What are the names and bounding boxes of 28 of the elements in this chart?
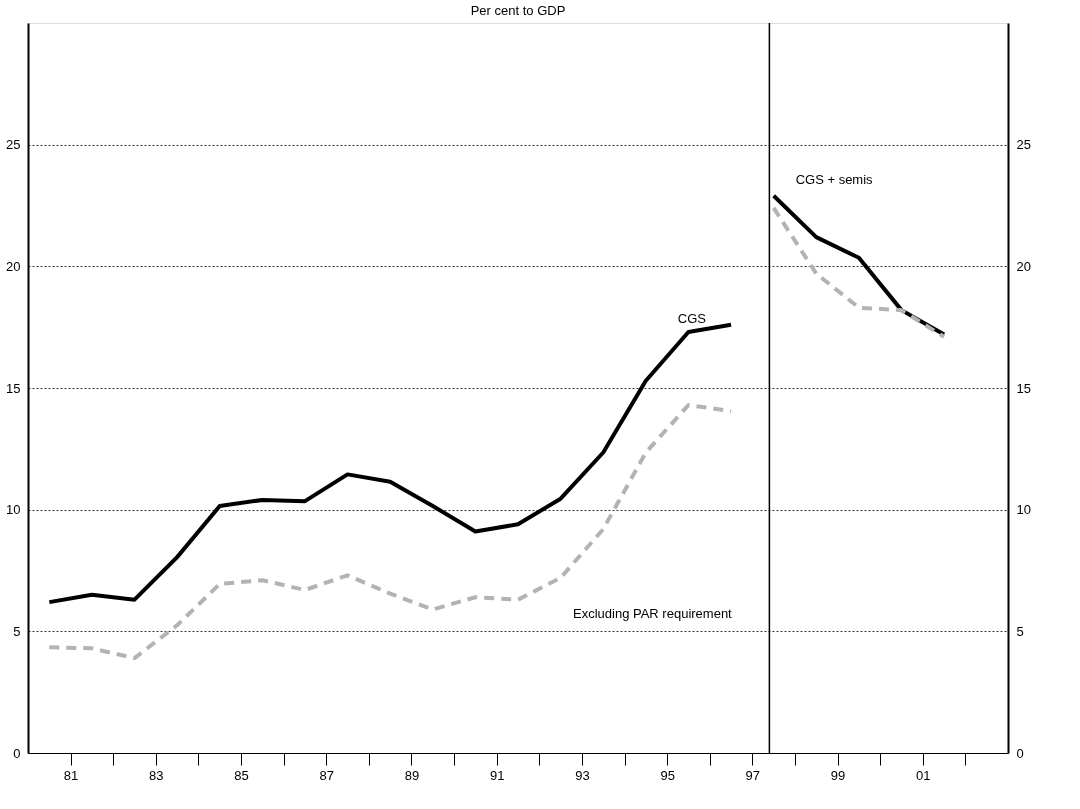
text: Excluding PAR requirement [573, 605, 733, 621]
x-tick-label: 81 [63, 767, 79, 783]
y-tick-label: 25 [6, 137, 21, 153]
y2-tick-label: 25 [1016, 137, 1031, 153]
y-tick-label: 10 [6, 502, 21, 518]
x-tick-label: 99 [830, 767, 846, 783]
y2-tick-label: 0 [1016, 745, 1024, 761]
y-tick-label: 20 [6, 258, 21, 274]
y-tick-label: 15 [6, 380, 21, 396]
y-tick-label: 0 [13, 745, 21, 761]
y2-tick-label: 10 [1016, 502, 1031, 518]
x-tick-label: 91 [489, 767, 505, 783]
x-tick-label: 01 [916, 767, 931, 783]
y2-tick-label: 15 [1016, 380, 1031, 396]
line-series [47, 403, 734, 661]
x-tick-label: 87 [319, 767, 334, 783]
series-label: CGS + semis [795, 171, 874, 187]
x-tick-label: 85 [234, 767, 249, 783]
y-tick-label: 5 [13, 623, 21, 639]
x-tick-label: 97 [745, 767, 761, 783]
y2-tick-label: 20 [1016, 258, 1031, 274]
series-label: CGS [677, 310, 707, 326]
x-tick-label: 93 [575, 767, 590, 783]
chart-title: Per cent to GDP [470, 3, 566, 19]
y2-tick-label: 5 [1016, 623, 1024, 639]
x-tick-label: 95 [660, 767, 675, 783]
x-tick-label: 89 [404, 767, 420, 783]
x-tick-label: 83 [149, 767, 164, 783]
